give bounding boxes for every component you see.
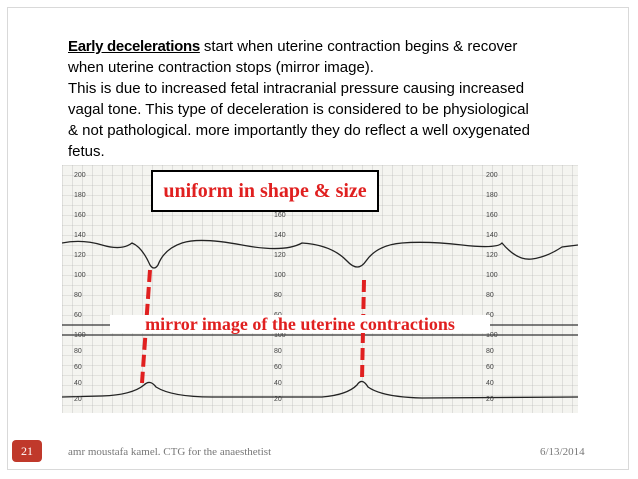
body-text: Early decelerations start when uterine co… xyxy=(68,36,628,162)
scale-label: 60 xyxy=(486,364,494,371)
scale-label: 160 xyxy=(486,212,498,219)
caption: uniform in shape & size xyxy=(163,180,366,202)
lead-term: Early decelerations xyxy=(68,38,200,55)
scale-label: 20 xyxy=(74,396,82,403)
scale-label: 40 xyxy=(486,380,494,387)
scale-label: 80 xyxy=(74,348,82,355)
fhr-trace xyxy=(62,239,578,269)
text-lines: when uterine contraction stops (mirror i… xyxy=(68,57,628,162)
slide-frame xyxy=(7,7,629,470)
scale-label: 160 xyxy=(274,212,286,219)
scale-label: 100 xyxy=(274,332,286,339)
scale-label: 100 xyxy=(74,332,86,339)
caption: mirror image of the uterine contractions xyxy=(145,314,455,334)
footer-text: amr moustafa kamel. CTG for the anaesthe… xyxy=(68,446,272,458)
scale-label: 120 xyxy=(74,252,86,259)
slide-number: 21 xyxy=(12,440,42,462)
caption-band xyxy=(110,315,490,333)
caption-box xyxy=(151,170,379,212)
scale-label: 200 xyxy=(74,172,86,179)
scale-label: 60 xyxy=(274,364,282,371)
scale-label: 80 xyxy=(486,348,494,355)
scale-label: 140 xyxy=(274,232,286,239)
scale-label: 20 xyxy=(274,396,282,403)
scale-label: 80 xyxy=(274,292,282,299)
scale-label: 100 xyxy=(486,272,498,279)
scale-label: 60 xyxy=(74,312,82,319)
scale-label: 120 xyxy=(274,252,286,259)
text-line: vagal tone. This type of deceleration is… xyxy=(68,101,529,118)
scale-label: 20 xyxy=(486,396,494,403)
scale-label: 120 xyxy=(486,252,498,259)
scale-label: 140 xyxy=(74,232,86,239)
scale-label: 40 xyxy=(74,380,82,387)
text-line: This is due to increased fetal intracran… xyxy=(68,80,525,97)
ctg-figure: 2002002001801801801601601601401401401201… xyxy=(62,165,578,413)
text-line: Early decelerations start when uterine co… xyxy=(68,36,628,57)
scale-label: 180 xyxy=(486,192,498,199)
scale-label: 100 xyxy=(74,272,86,279)
scale-label: 100 xyxy=(486,332,498,339)
scale-label: 80 xyxy=(74,292,82,299)
scale-label: 200 xyxy=(486,172,498,179)
uc-trace xyxy=(62,380,578,399)
scale-label: 100 xyxy=(274,272,286,279)
scale-label: 60 xyxy=(74,364,82,371)
scale-label: 80 xyxy=(274,348,282,355)
footer-date: 6/13/2014 xyxy=(540,446,585,458)
text-span: start when uterine contraction begins & … xyxy=(203,38,518,55)
text-line: when uterine contraction stops (mirror i… xyxy=(68,59,374,76)
text-line: fetus. xyxy=(68,143,105,160)
text-line: & not pathological. more importantly the… xyxy=(68,122,530,139)
scale-label: 180 xyxy=(74,192,86,199)
scale-label: 80 xyxy=(486,292,494,299)
scale-label: 40 xyxy=(274,380,282,387)
scale-label: 140 xyxy=(486,232,498,239)
scale-label: 160 xyxy=(74,212,86,219)
